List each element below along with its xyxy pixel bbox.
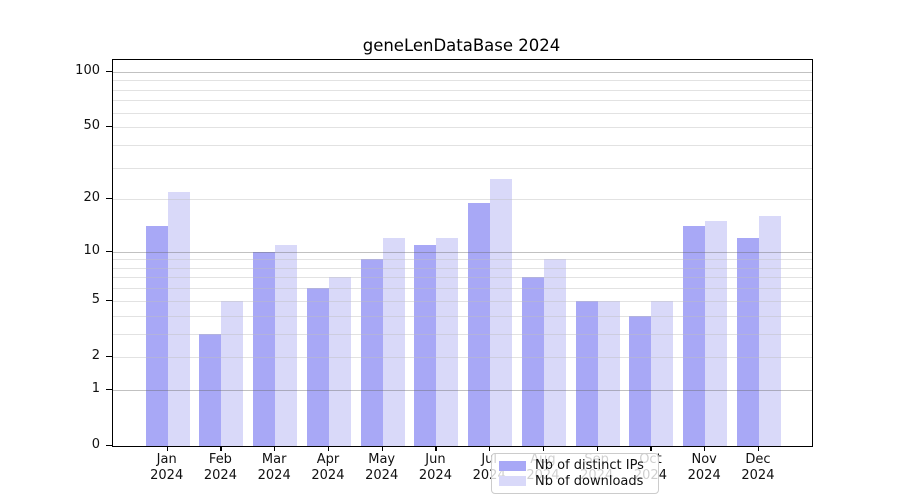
y-tick-mark — [106, 198, 112, 200]
y-gridline-minor — [113, 259, 812, 261]
bar-jan-downloads — [167, 191, 190, 446]
legend-item-downloads: Nb of downloads — [499, 474, 651, 490]
y-tick-label: 10 — [83, 242, 100, 258]
y-gridline-minor — [113, 89, 812, 91]
bar-jul-ips — [468, 203, 491, 446]
bar-aug-downloads — [543, 259, 566, 446]
x-tick-label: May 2024 — [365, 452, 399, 483]
y-gridline-minor — [113, 100, 812, 102]
y-tick-label: 2 — [91, 347, 100, 363]
bar-apr-ips — [306, 288, 329, 446]
legend: Nb of distinct IPs Nb of downloads — [491, 453, 659, 494]
bar-jul-downloads — [490, 178, 513, 446]
y-tick-label: 20 — [83, 190, 100, 206]
y-gridline-minor — [113, 80, 812, 82]
y-tick-label: 0 — [91, 437, 100, 452]
y-gridline-minor — [113, 267, 812, 269]
y-tick-mark — [106, 445, 112, 447]
x-tick-label: Apr 2024 — [311, 452, 345, 483]
bar-sep-downloads — [597, 300, 620, 446]
y-gridline-minor — [113, 333, 812, 335]
bar-nov-ips — [683, 226, 706, 446]
legend-swatch-downloads — [499, 476, 526, 487]
bar-may-ips — [360, 259, 383, 446]
y-gridline-minor — [113, 167, 812, 169]
y-gridline-minor — [113, 199, 812, 201]
chart-title: geneLenDataBase 2024 — [362, 36, 561, 55]
bar-mar-downloads — [275, 244, 298, 446]
x-tick-mark — [220, 446, 222, 451]
y-gridline-major — [113, 71, 812, 73]
legend-label-downloads: Nb of downloads — [535, 473, 644, 489]
y-gridline-minor — [113, 300, 812, 302]
bar-jun-downloads — [436, 238, 459, 446]
x-tick-mark — [381, 446, 383, 451]
x-tick-mark — [596, 446, 598, 451]
bar-apr-downloads — [328, 277, 351, 446]
x-tick-label: Dec 2024 — [741, 452, 775, 483]
bar-oct-downloads — [651, 300, 674, 446]
bar-sep-ips — [575, 300, 598, 446]
x-tick-label: Mar 2024 — [257, 452, 291, 483]
x-tick-label: Jan 2024 — [150, 452, 184, 483]
y-gridline-minor — [113, 144, 812, 146]
x-tick-mark — [274, 446, 276, 451]
y-gridline-minor — [113, 288, 812, 290]
y-tick-label: 1 — [91, 380, 100, 396]
bar-jun-ips — [414, 244, 437, 446]
y-tick-label: 100 — [75, 62, 100, 78]
y-gridline-minor — [113, 315, 812, 317]
bar-dec-ips — [736, 238, 759, 446]
bar-dec-downloads — [758, 216, 781, 446]
x-tick-mark — [327, 446, 330, 451]
bar-jan-ips — [145, 226, 168, 446]
y-tick-label: 50 — [83, 118, 100, 134]
y-gridline-major — [113, 389, 812, 391]
bar-aug-ips — [521, 277, 544, 446]
x-tick-mark — [650, 446, 652, 451]
legend-item-distinct-ips: Nb of distinct IPs — [499, 458, 651, 474]
bar-feb-ips — [199, 333, 222, 446]
y-tick-mark — [106, 388, 112, 390]
bar-nov-downloads — [705, 221, 728, 446]
x-tick-mark — [704, 446, 706, 451]
bar-feb-downloads — [221, 300, 244, 446]
x-tick-label: Nov 2024 — [687, 452, 721, 483]
y-tick-label: 5 — [91, 291, 100, 307]
y-tick-mark — [106, 250, 112, 252]
x-tick-label: Feb 2024 — [203, 452, 237, 483]
bar-may-downloads — [382, 238, 405, 446]
plot-area: Nb of distinct IPs Nb of downloads — [112, 59, 813, 494]
y-gridline-minor — [113, 112, 812, 114]
y-gridline-minor — [113, 127, 812, 129]
x-tick-mark — [435, 446, 437, 451]
y-gridline-minor — [113, 277, 812, 279]
bar-mar-ips — [253, 251, 276, 446]
x-tick-mark — [757, 446, 760, 451]
y-gridline-major — [113, 251, 812, 253]
y-gridline-minor — [113, 356, 812, 358]
y-tick-mark — [106, 126, 112, 128]
x-tick-label: Jun 2024 — [418, 452, 452, 483]
legend-label-distinct-ips: Nb of distinct IPs — [535, 458, 644, 474]
y-tick-mark — [106, 299, 112, 301]
x-tick-mark — [542, 446, 545, 451]
legend-swatch-distinct-ips — [499, 460, 526, 471]
x-tick-mark — [166, 446, 168, 451]
y-tick-mark — [106, 70, 112, 73]
bar-oct-ips — [629, 315, 652, 446]
y-tick-mark — [106, 355, 112, 358]
x-tick-mark — [489, 446, 491, 451]
